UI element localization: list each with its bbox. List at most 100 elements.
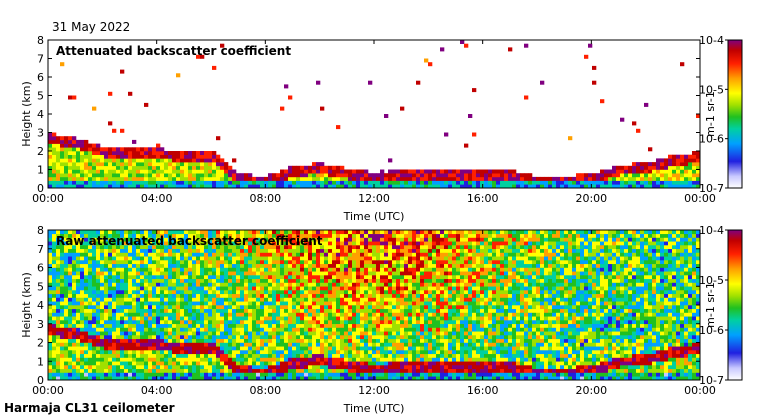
heatmap-cell xyxy=(120,154,125,159)
heatmap-cell xyxy=(112,305,117,310)
heatmap-cell xyxy=(312,278,317,283)
heatmap-cell xyxy=(220,245,225,250)
heatmap-cell xyxy=(80,271,85,276)
heatmap-cell xyxy=(168,316,173,321)
heatmap-cell xyxy=(76,263,81,268)
heatmap-cell xyxy=(100,293,105,298)
heatmap-cell xyxy=(264,350,269,355)
heatmap-cell xyxy=(492,176,497,181)
heatmap-cell xyxy=(428,184,433,189)
heatmap-cell xyxy=(100,290,105,295)
heatmap-cell xyxy=(264,267,269,272)
heatmap-cell xyxy=(156,147,161,152)
heatmap-cell xyxy=(364,297,369,302)
heatmap-cell xyxy=(344,308,349,313)
heatmap-cell xyxy=(196,278,201,283)
heatmap-cell xyxy=(192,301,197,306)
heatmap-cell xyxy=(76,154,81,159)
heatmap-cell xyxy=(632,173,637,178)
heatmap-cell xyxy=(312,286,317,291)
heatmap-cell xyxy=(224,275,229,280)
heatmap-cell xyxy=(332,327,337,332)
heatmap-cell xyxy=(156,338,161,343)
heatmap-cell xyxy=(180,372,185,377)
heatmap-cell xyxy=(200,365,205,370)
heatmap-cell xyxy=(244,233,249,238)
heatmap-cell xyxy=(332,368,337,373)
heatmap-cell xyxy=(264,176,269,181)
heatmap-cell xyxy=(92,267,97,272)
heatmap-cell xyxy=(280,335,285,340)
heatmap-cell xyxy=(236,237,241,242)
heatmap-cell xyxy=(80,180,85,185)
heatmap-cell xyxy=(152,338,157,343)
heatmap-cell xyxy=(368,353,373,358)
heatmap-cell xyxy=(284,372,289,377)
heatmap-cell xyxy=(204,305,209,310)
heatmap-cell xyxy=(196,308,201,313)
heatmap-cell xyxy=(248,301,253,306)
heatmap-cell xyxy=(412,180,417,185)
heatmap-cell xyxy=(248,248,253,253)
heatmap-cell xyxy=(112,286,117,291)
heatmap-cell xyxy=(236,241,241,246)
heatmap-cell xyxy=(304,173,309,178)
heatmap-cell xyxy=(48,346,53,351)
heatmap-cell xyxy=(336,338,341,343)
heatmap-cell xyxy=(240,275,245,280)
heatmap-cell xyxy=(100,176,105,181)
heatmap-cell xyxy=(404,169,409,174)
heatmap-cell xyxy=(144,353,149,358)
heatmap-cell xyxy=(108,169,113,174)
heatmap-cell xyxy=(328,368,333,373)
heatmap-cell xyxy=(412,286,417,291)
heatmap-cell xyxy=(256,338,261,343)
heatmap-cell xyxy=(104,368,109,373)
heatmap-cell xyxy=(140,147,145,152)
heatmap-cell xyxy=(132,233,137,238)
heatmap-cell xyxy=(124,305,129,310)
heatmap-cell xyxy=(80,278,85,283)
heatmap-cell xyxy=(68,312,73,317)
heatmap-cell xyxy=(204,365,209,370)
heatmap-cell xyxy=(296,305,301,310)
heatmap-cell xyxy=(672,162,677,167)
heatmap-cell xyxy=(48,293,53,298)
heatmap-cell xyxy=(496,176,501,181)
heatmap-cell xyxy=(140,176,145,181)
heatmap-cell xyxy=(356,376,361,381)
heatmap-cell xyxy=(256,327,261,332)
heatmap-cell xyxy=(208,169,213,174)
heatmap-cell xyxy=(192,165,197,170)
heatmap-cell xyxy=(420,305,425,310)
heatmap-cell xyxy=(108,338,113,343)
heatmap-cell xyxy=(140,353,145,358)
heatmap-cell xyxy=(316,230,321,235)
heatmap-cell xyxy=(188,176,193,181)
heatmap-cell xyxy=(160,162,165,167)
heatmap-cell xyxy=(156,342,161,347)
heatmap-cell xyxy=(60,275,65,280)
heatmap-cell xyxy=(220,290,225,295)
heatmap-cell xyxy=(104,361,109,366)
heatmap-cell xyxy=(184,316,189,321)
heatmap-cell xyxy=(312,169,317,174)
heatmap-cell xyxy=(264,260,269,265)
heatmap-cell xyxy=(64,365,69,370)
heatmap-cell xyxy=(420,286,425,291)
heatmap-cell xyxy=(676,169,681,174)
heatmap-cell xyxy=(212,169,217,174)
heatmap-cell xyxy=(68,323,73,328)
heatmap-cell xyxy=(116,376,121,381)
heatmap-cell xyxy=(68,301,73,306)
heatmap-cell xyxy=(104,256,109,261)
heatmap-cell xyxy=(92,263,97,268)
heatmap-cell xyxy=(216,297,221,302)
heatmap-cell xyxy=(188,158,193,163)
heatmap-cell xyxy=(248,290,253,295)
heatmap-cell xyxy=(588,184,593,189)
heatmap-cell xyxy=(336,165,341,170)
heatmap-cell xyxy=(184,169,189,174)
heatmap-cell xyxy=(324,335,329,340)
heatmap-cell xyxy=(636,180,641,185)
